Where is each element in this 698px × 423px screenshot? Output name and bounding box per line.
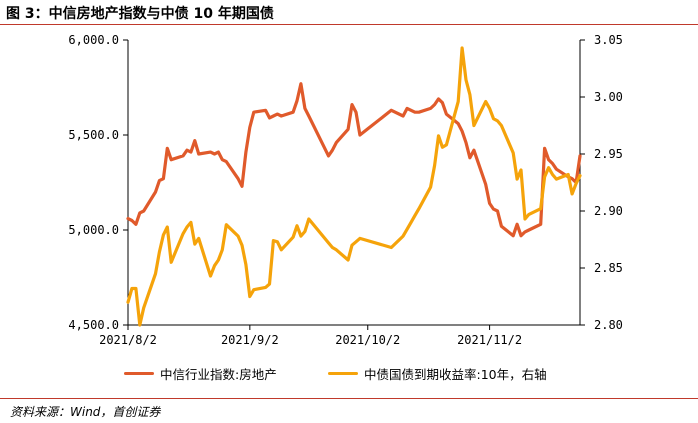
y-right-tick-label: 3.05	[594, 33, 623, 47]
y-right-tick-label: 2.95	[594, 147, 623, 161]
legend-swatch-property-index	[124, 372, 154, 375]
title-divider	[0, 24, 698, 25]
source-note: 资料来源：Wind，首创证券	[10, 405, 161, 419]
series-line-property-index	[126, 82, 582, 238]
y-left-tick-label: 4,500.0	[68, 318, 119, 332]
x-tick-label: 2021/9/2	[221, 333, 279, 347]
chart-tick-labels: 6,000.0 5,500.0 5,000.0 4,500.0 3.05 3.00 2.95…	[68, 33, 622, 347]
y-right-tick-label: 2.85	[594, 261, 623, 275]
y-left-tick-label: 6,000.0	[68, 33, 119, 47]
y-right-tick-label: 2.80	[594, 318, 623, 332]
y-left-tick-label: 5,500.0	[68, 128, 119, 142]
source-divider	[0, 398, 698, 399]
legend-label-bond-yield: 中债国债到期收益率:10年，右轴	[364, 367, 547, 382]
figure-title: 图 3：中信房地产指数与中债 10 年期国债	[6, 6, 274, 22]
series-line-bond-yield	[126, 46, 582, 327]
chart-axes	[123, 39, 585, 330]
legend-item-property-index: 中信行业指数:房地产	[124, 364, 277, 383]
legend-label-property-index: 中信行业指数:房地产	[160, 367, 277, 382]
chart-legend: 中信行业指数:房地产 中债国债到期收益率:10年，右轴	[0, 364, 698, 384]
chart-series	[126, 46, 582, 327]
legend-item-bond-yield: 中债国债到期收益率:10年，右轴	[328, 364, 547, 383]
x-tick-label: 2021/10/2	[335, 333, 400, 347]
y-right-tick-label: 2.90	[594, 204, 623, 218]
x-tick-label: 2021/8/2	[99, 333, 157, 347]
line-chart: 6,000.0 5,500.0 5,000.0 4,500.0 3.05 3.00 2.95…	[68, 33, 622, 347]
y-left-tick-label: 5,000.0	[68, 223, 119, 237]
y-right-tick-label: 3.00	[594, 90, 623, 104]
x-tick-label: 2021/11/2	[457, 333, 522, 347]
legend-swatch-bond-yield	[328, 372, 358, 375]
